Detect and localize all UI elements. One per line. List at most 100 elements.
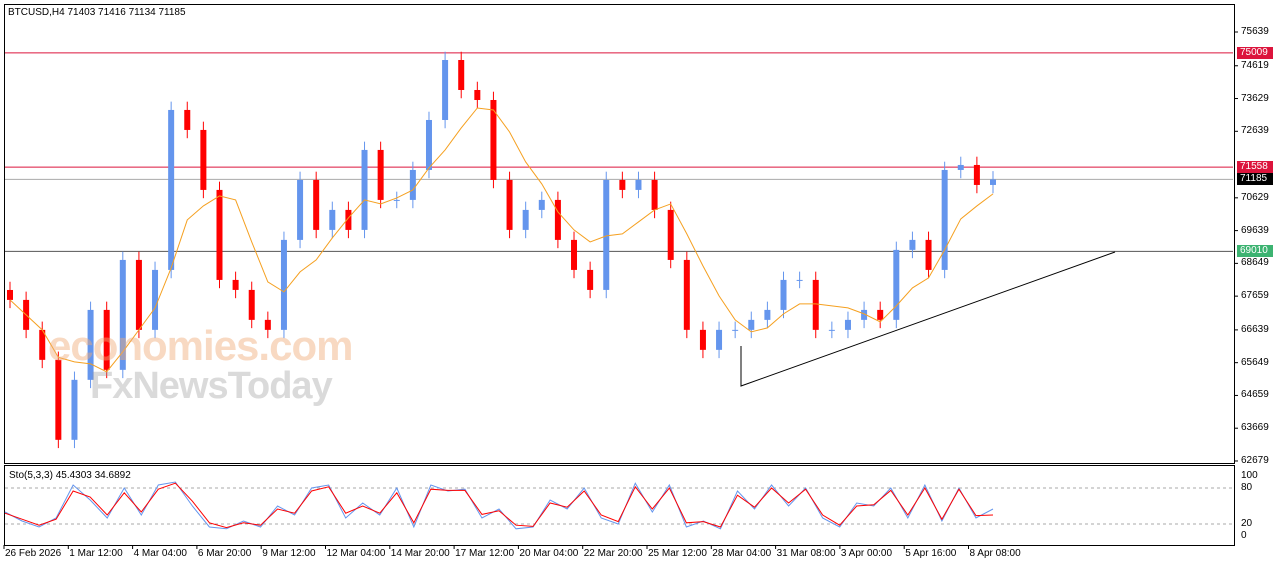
candle-body: [361, 149, 368, 230]
candle-body: [216, 189, 223, 280]
candle-body: [119, 259, 126, 370]
symbol-title: BTCUSD,H4 71403 71416 71134 71185: [8, 7, 186, 18]
price-axis-label: 66639: [1241, 323, 1269, 335]
date-axis-label: 5 Apr 16:00: [905, 548, 957, 559]
stochastic-axis-label: 80: [1241, 482, 1253, 493]
candle-body: [990, 179, 996, 185]
candle-body: [844, 319, 851, 330]
candle-body: [909, 239, 916, 250]
stochastic-label: Sto(5,3,3) 45.4303 34.6892: [9, 470, 131, 481]
candle-body: [635, 179, 642, 190]
candle-body: [554, 199, 561, 240]
price-axis-label: 64659: [1241, 389, 1269, 401]
price-axis-label: 73629: [1241, 92, 1269, 104]
candle-body: [55, 359, 62, 440]
price-axis-label: 67659: [1241, 290, 1269, 302]
candle-body: [619, 179, 626, 190]
candle-body: [651, 179, 658, 210]
trendline: [740, 251, 1116, 387]
candle-body: [506, 179, 513, 230]
date-axis-label: 31 Mar 08:00: [776, 548, 836, 559]
candle-body: [409, 169, 416, 200]
candle-body: [135, 259, 142, 330]
candle-body: [264, 319, 271, 330]
price-axis-label: 75639: [1241, 26, 1269, 37]
candle-body: [393, 199, 400, 201]
date-axis-label: 9 Mar 12:00: [262, 548, 316, 559]
date-axis-label: 6 Mar 20:00: [197, 548, 252, 559]
candle-body: [184, 109, 191, 130]
candle-body: [764, 309, 771, 320]
candle-body: [313, 179, 320, 230]
date-axis-label: 14 Mar 20:00: [390, 548, 450, 559]
candle-body: [812, 279, 819, 330]
candle-body: [297, 179, 304, 240]
price-axis-label: 68649: [1241, 257, 1269, 269]
candle-body: [280, 239, 287, 330]
stochastic-d-line: [4, 482, 994, 529]
stochastic-pane[interactable]: [4, 465, 1235, 546]
candle-body: [603, 179, 610, 290]
price-axis-label: 63669: [1241, 422, 1269, 434]
price-level-tag: 71185: [1237, 173, 1273, 186]
candle-body: [200, 129, 207, 190]
candle-body: [796, 279, 803, 281]
candle-body: [925, 239, 932, 270]
watermark-fxnewstoday: FxNewsToday: [90, 365, 333, 407]
candle-body: [973, 164, 980, 185]
candle-body: [329, 209, 336, 230]
candle-body: [71, 379, 78, 440]
candle-body: [667, 209, 674, 260]
candle-body: [780, 279, 787, 310]
candle-body: [490, 99, 497, 180]
candle-body: [39, 329, 46, 360]
candle-body: [828, 329, 835, 331]
date-axis-label: 22 Mar 20:00: [583, 548, 643, 559]
candle-body: [425, 119, 432, 170]
stochastic-k-line: [4, 481, 994, 530]
price-axis-label: 70629: [1241, 191, 1269, 203]
date-axis-label: 20 Mar 04:00: [519, 548, 579, 559]
candle-body: [522, 209, 529, 230]
price-level-tag: 71558: [1237, 161, 1273, 174]
candle-body: [474, 89, 481, 100]
candle-body: [683, 259, 690, 330]
candle-body: [748, 319, 755, 330]
date-axis-label: 12 Mar 04:00: [326, 548, 386, 559]
candle-body: [232, 279, 239, 290]
price-level-tag: 69010: [1237, 245, 1273, 258]
date-axis-label: 26 Feb 2026: [5, 548, 62, 559]
stochastic-axis-label: 20: [1241, 518, 1253, 529]
date-axis-label: 28 Mar 04:00: [712, 548, 772, 559]
candle-body: [893, 249, 900, 320]
candle-body: [716, 329, 723, 350]
candle-body: [87, 309, 94, 380]
candle-body: [458, 60, 465, 90]
candle-body: [103, 309, 110, 370]
price-axis-label: 69639: [1241, 224, 1269, 236]
stochastic-axis-label: 100: [1241, 470, 1258, 481]
date-axis-label: 4 Mar 04:00: [133, 548, 187, 559]
watermark-economies: economies.com: [48, 322, 353, 369]
candle-body: [957, 164, 964, 170]
candle-body: [587, 269, 594, 290]
candle-body: [7, 289, 13, 300]
date-axis-label: 3 Apr 00:00: [840, 548, 893, 559]
candle-body: [732, 329, 739, 331]
candle-body: [377, 149, 384, 200]
candle-body: [861, 309, 868, 320]
candle-body: [168, 109, 175, 270]
price-axis-label: 65649: [1241, 356, 1269, 368]
candle-body: [699, 329, 706, 350]
candle-body: [152, 269, 159, 330]
candle-body: [571, 239, 578, 270]
candle-body: [442, 60, 449, 120]
date-axis-label: 25 Mar 12:00: [648, 548, 707, 559]
candle-body: [345, 209, 352, 230]
moving-average-line: [9, 107, 994, 373]
date-axis-label: 17 Mar 12:00: [455, 548, 515, 559]
price-axis-label: 74619: [1241, 59, 1269, 71]
date-axis-label: 8 Apr 08:00: [969, 548, 1021, 559]
price-axis-label: 62679: [1241, 454, 1269, 466]
